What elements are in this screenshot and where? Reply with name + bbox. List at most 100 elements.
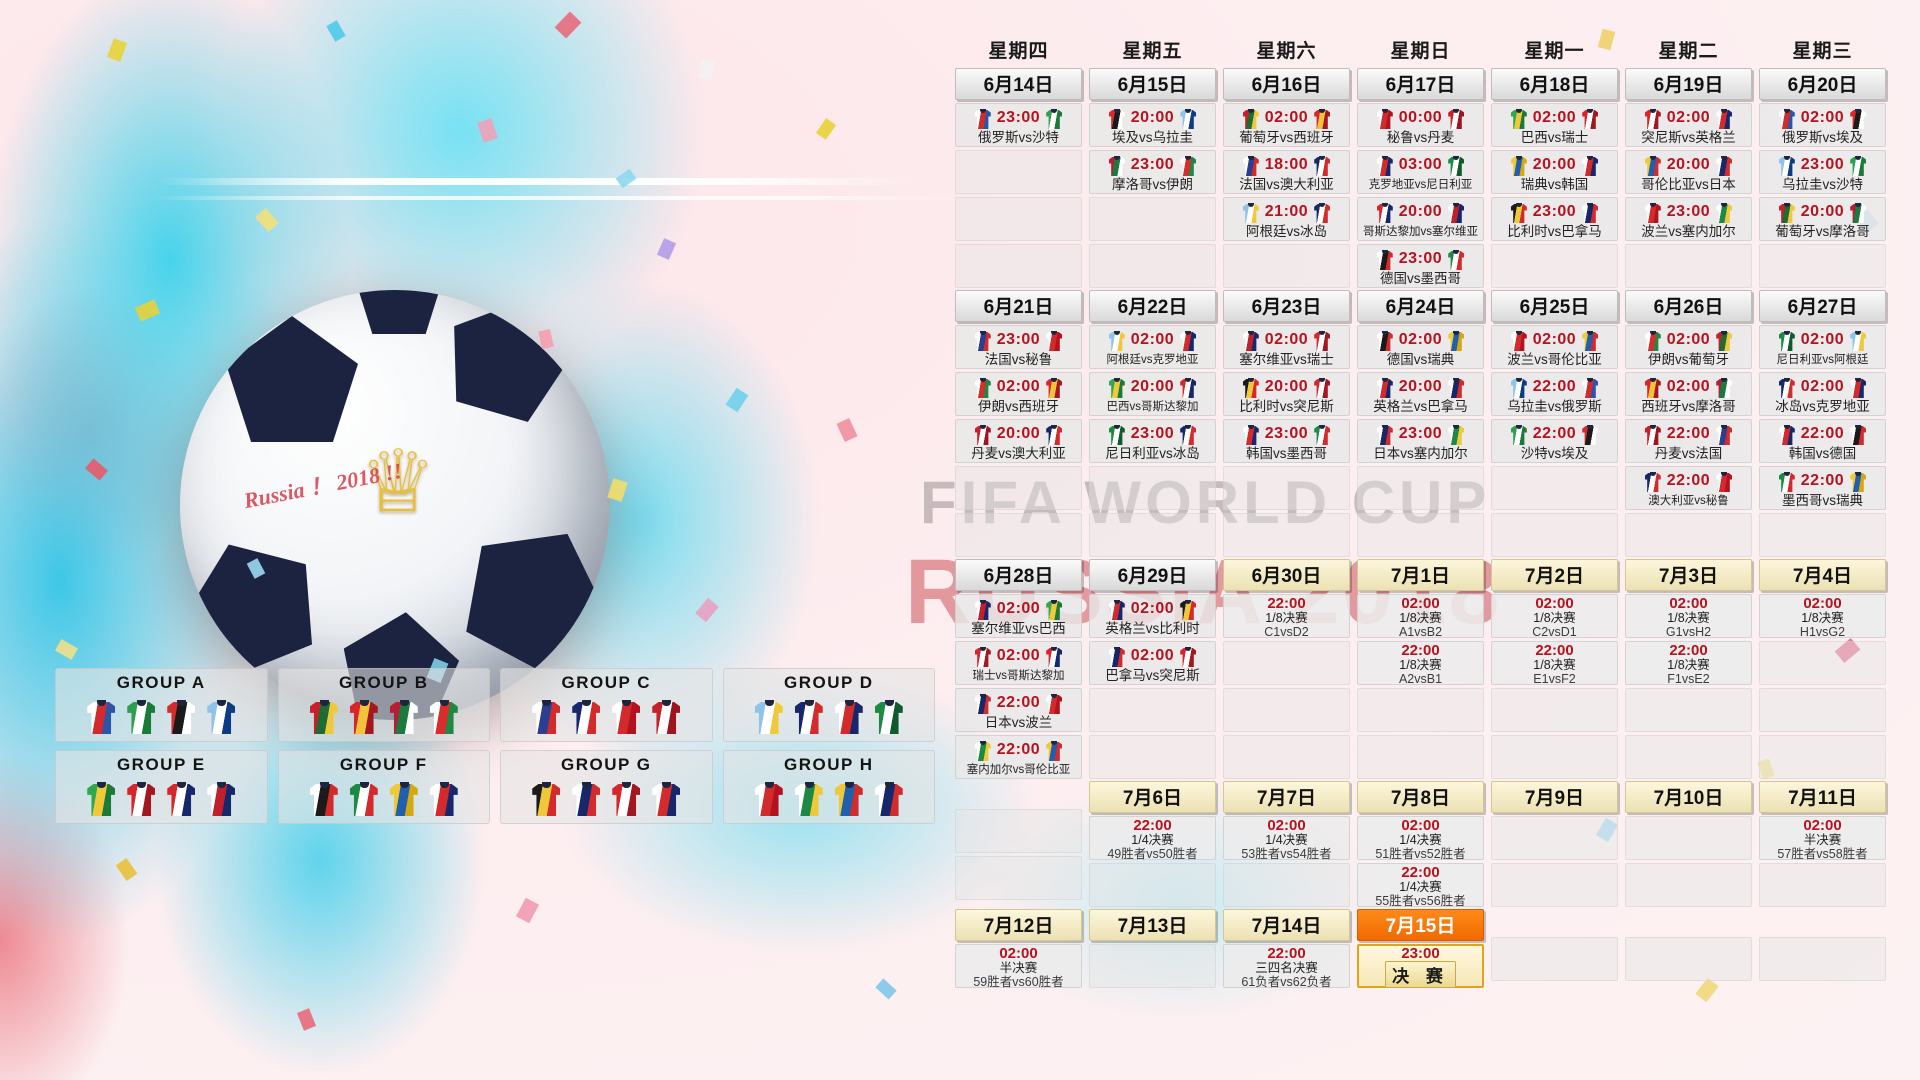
date-header[interactable]: 6月16日: [1223, 68, 1350, 100]
knockout-match-cell[interactable]: 02:00 1/8决赛 C2vsD1: [1491, 594, 1618, 639]
group-box[interactable]: GROUP B: [277, 668, 490, 742]
group-match-cell[interactable]: 22:00 丹麦vs法国: [1625, 419, 1752, 463]
group-match-cell[interactable]: 23:00 摩洛哥vs伊朗: [1089, 150, 1216, 194]
group-match-cell[interactable]: 03:00 克罗地亚vs尼日利亚: [1357, 150, 1484, 194]
group-box[interactable]: GROUP H: [722, 750, 935, 824]
group-box[interactable]: GROUP C: [500, 668, 713, 742]
date-header[interactable]: 7月7日: [1223, 781, 1350, 813]
group-match-cell[interactable]: 23:00 日本vs塞内加尔: [1357, 419, 1484, 463]
date-header[interactable]: 6月26日: [1625, 290, 1752, 322]
group-match-cell[interactable]: 20:00 巴西vs哥斯达黎加: [1089, 372, 1216, 416]
date-header[interactable]: 6月22日: [1089, 290, 1216, 322]
group-match-cell[interactable]: 02:00 瑞士vs哥斯达黎加: [955, 641, 1082, 685]
group-match-cell[interactable]: 02:00 波兰vs哥伦比亚: [1491, 325, 1618, 369]
date-header[interactable]: 7月14日: [1223, 909, 1350, 941]
group-match-cell[interactable]: 21:00 阿根廷vs冰岛: [1223, 197, 1350, 241]
group-match-cell[interactable]: 22:00 日本vs波兰: [955, 688, 1082, 732]
date-header[interactable]: 6月18日: [1491, 68, 1618, 100]
group-match-cell[interactable]: 22:00 墨西哥vs瑞典: [1759, 466, 1886, 510]
knockout-match-cell[interactable]: 02:00 1/4决赛 53胜者vs54胜者: [1223, 816, 1350, 861]
date-header[interactable]: 6月21日: [955, 290, 1082, 322]
knockout-match-cell[interactable]: 02:00 半决赛 57胜者vs58胜者: [1759, 816, 1886, 861]
group-box[interactable]: GROUP E: [55, 750, 268, 824]
group-match-cell[interactable]: 02:00 塞尔维亚vs巴西: [955, 594, 1082, 638]
date-header[interactable]: 6月28日: [955, 559, 1082, 591]
knockout-match-cell[interactable]: 02:00 1/4决赛 51胜者vs52胜者: [1357, 816, 1484, 861]
group-match-cell[interactable]: 23:00 法国vs秘鲁: [955, 325, 1082, 369]
knockout-match-cell[interactable]: 02:00 半决赛 59胜者vs60胜者: [955, 944, 1082, 989]
group-match-cell[interactable]: 23:00 德国vs墨西哥: [1357, 244, 1484, 288]
group-match-cell[interactable]: 22:00 沙特vs埃及: [1491, 419, 1618, 463]
group-match-cell[interactable]: 20:00 瑞典vs韩国: [1491, 150, 1618, 194]
group-match-cell[interactable]: 02:00 尼日利亚vs阿根廷: [1759, 325, 1886, 369]
date-header[interactable]: 6月17日: [1357, 68, 1484, 100]
group-match-cell[interactable]: 20:00 丹麦vs澳大利亚: [955, 419, 1082, 463]
group-box[interactable]: GROUP A: [55, 668, 268, 742]
date-header[interactable]: 7月10日: [1625, 781, 1752, 813]
group-match-cell[interactable]: 23:00 韩国vs墨西哥: [1223, 419, 1350, 463]
date-header[interactable]: 7月3日: [1625, 559, 1752, 591]
date-header[interactable]: 7月4日: [1759, 559, 1886, 591]
group-match-cell[interactable]: 20:00 英格兰vs巴拿马: [1357, 372, 1484, 416]
group-match-cell[interactable]: 23:00 乌拉圭vs沙特: [1759, 150, 1886, 194]
knockout-match-cell[interactable]: 22:00 1/8决赛 F1vsE2: [1625, 641, 1752, 686]
date-header[interactable]: 7月12日: [955, 909, 1082, 941]
group-match-cell[interactable]: 02:00 葡萄牙vs西班牙: [1223, 103, 1350, 147]
date-header[interactable]: 6月27日: [1759, 290, 1886, 322]
group-match-cell[interactable]: 23:00 尼日利亚vs冰岛: [1089, 419, 1216, 463]
group-box[interactable]: GROUP D: [722, 668, 935, 742]
group-match-cell[interactable]: 18:00 法国vs澳大利亚: [1223, 150, 1350, 194]
date-header[interactable]: 7月2日: [1491, 559, 1618, 591]
knockout-match-cell[interactable]: 02:00 1/8决赛 A1vsB2: [1357, 594, 1484, 639]
date-header[interactable]: 6月15日: [1089, 68, 1216, 100]
date-header[interactable]: 7月6日: [1089, 781, 1216, 813]
group-match-cell[interactable]: 02:00 西班牙vs摩洛哥: [1625, 372, 1752, 416]
knockout-match-cell[interactable]: 22:00 1/8决赛 E1vsF2: [1491, 641, 1618, 686]
group-match-cell[interactable]: 02:00 德国vs瑞典: [1357, 325, 1484, 369]
date-header[interactable]: 7月15日: [1357, 909, 1484, 941]
final-match-cell[interactable]: 23:00 决 赛: [1357, 944, 1484, 988]
group-match-cell[interactable]: 02:00 巴西vs瑞士: [1491, 103, 1618, 147]
date-header[interactable]: 7月13日: [1089, 909, 1216, 941]
knockout-match-cell[interactable]: 22:00 三四名决赛 61负者vs62负者: [1223, 944, 1350, 989]
group-match-cell[interactable]: 02:00 巴拿马vs突尼斯: [1089, 641, 1216, 685]
knockout-match-cell[interactable]: 22:00 1/4决赛 49胜者vs50胜者: [1089, 816, 1216, 861]
date-header[interactable]: 6月25日: [1491, 290, 1618, 322]
group-match-cell[interactable]: 02:00 冰岛vs克罗地亚: [1759, 372, 1886, 416]
group-box[interactable]: GROUP F: [277, 750, 490, 824]
knockout-match-cell[interactable]: 22:00 1/8决赛 C1vsD2: [1223, 594, 1350, 639]
date-header[interactable]: 6月29日: [1089, 559, 1216, 591]
group-match-cell[interactable]: 20:00 埃及vs乌拉圭: [1089, 103, 1216, 147]
date-header[interactable]: 7月8日: [1357, 781, 1484, 813]
knockout-match-cell[interactable]: 22:00 1/8决赛 A2vsB1: [1357, 641, 1484, 686]
date-header[interactable]: 6月19日: [1625, 68, 1752, 100]
group-match-cell[interactable]: 20:00 哥伦比亚vs日本: [1625, 150, 1752, 194]
group-match-cell[interactable]: 02:00 突尼斯vs英格兰: [1625, 103, 1752, 147]
group-match-cell[interactable]: 02:00 英格兰vs比利时: [1089, 594, 1216, 638]
group-match-cell[interactable]: 22:00 乌拉圭vs俄罗斯: [1491, 372, 1618, 416]
group-match-cell[interactable]: 22:00 塞内加尔vs哥伦比亚: [955, 735, 1082, 779]
date-header[interactable]: 6月23日: [1223, 290, 1350, 322]
date-header[interactable]: 6月30日: [1223, 559, 1350, 591]
group-match-cell[interactable]: 02:00 俄罗斯vs埃及: [1759, 103, 1886, 147]
date-header[interactable]: 6月20日: [1759, 68, 1886, 100]
group-match-cell[interactable]: 20:00 比利时vs突尼斯: [1223, 372, 1350, 416]
group-match-cell[interactable]: 22:00 韩国vs德国: [1759, 419, 1886, 463]
group-match-cell[interactable]: 20:00 哥斯达黎加vs塞尔维亚: [1357, 197, 1484, 241]
knockout-match-cell[interactable]: 02:00 1/8决赛 H1vsG2: [1759, 594, 1886, 639]
group-match-cell[interactable]: 00:00 秘鲁vs丹麦: [1357, 103, 1484, 147]
date-header[interactable]: 7月1日: [1357, 559, 1484, 591]
knockout-match-cell[interactable]: 02:00 1/8决赛 G1vsH2: [1625, 594, 1752, 639]
date-header[interactable]: 6月14日: [955, 68, 1082, 100]
date-header[interactable]: 6月24日: [1357, 290, 1484, 322]
group-box[interactable]: GROUP G: [500, 750, 713, 824]
date-header[interactable]: 7月9日: [1491, 781, 1618, 813]
knockout-match-cell[interactable]: 22:00 1/4决赛 55胜者vs56胜者: [1357, 863, 1484, 908]
group-match-cell[interactable]: 23:00 俄罗斯vs沙特: [955, 103, 1082, 147]
group-match-cell[interactable]: 02:00 伊朗vs葡萄牙: [1625, 325, 1752, 369]
group-match-cell[interactable]: 23:00 比利时vs巴拿马: [1491, 197, 1618, 241]
group-match-cell[interactable]: 22:00 澳大利亚vs秘鲁: [1625, 466, 1752, 510]
group-match-cell[interactable]: 20:00 葡萄牙vs摩洛哥: [1759, 197, 1886, 241]
group-match-cell[interactable]: 02:00 伊朗vs西班牙: [955, 372, 1082, 416]
group-match-cell[interactable]: 02:00 塞尔维亚vs瑞士: [1223, 325, 1350, 369]
